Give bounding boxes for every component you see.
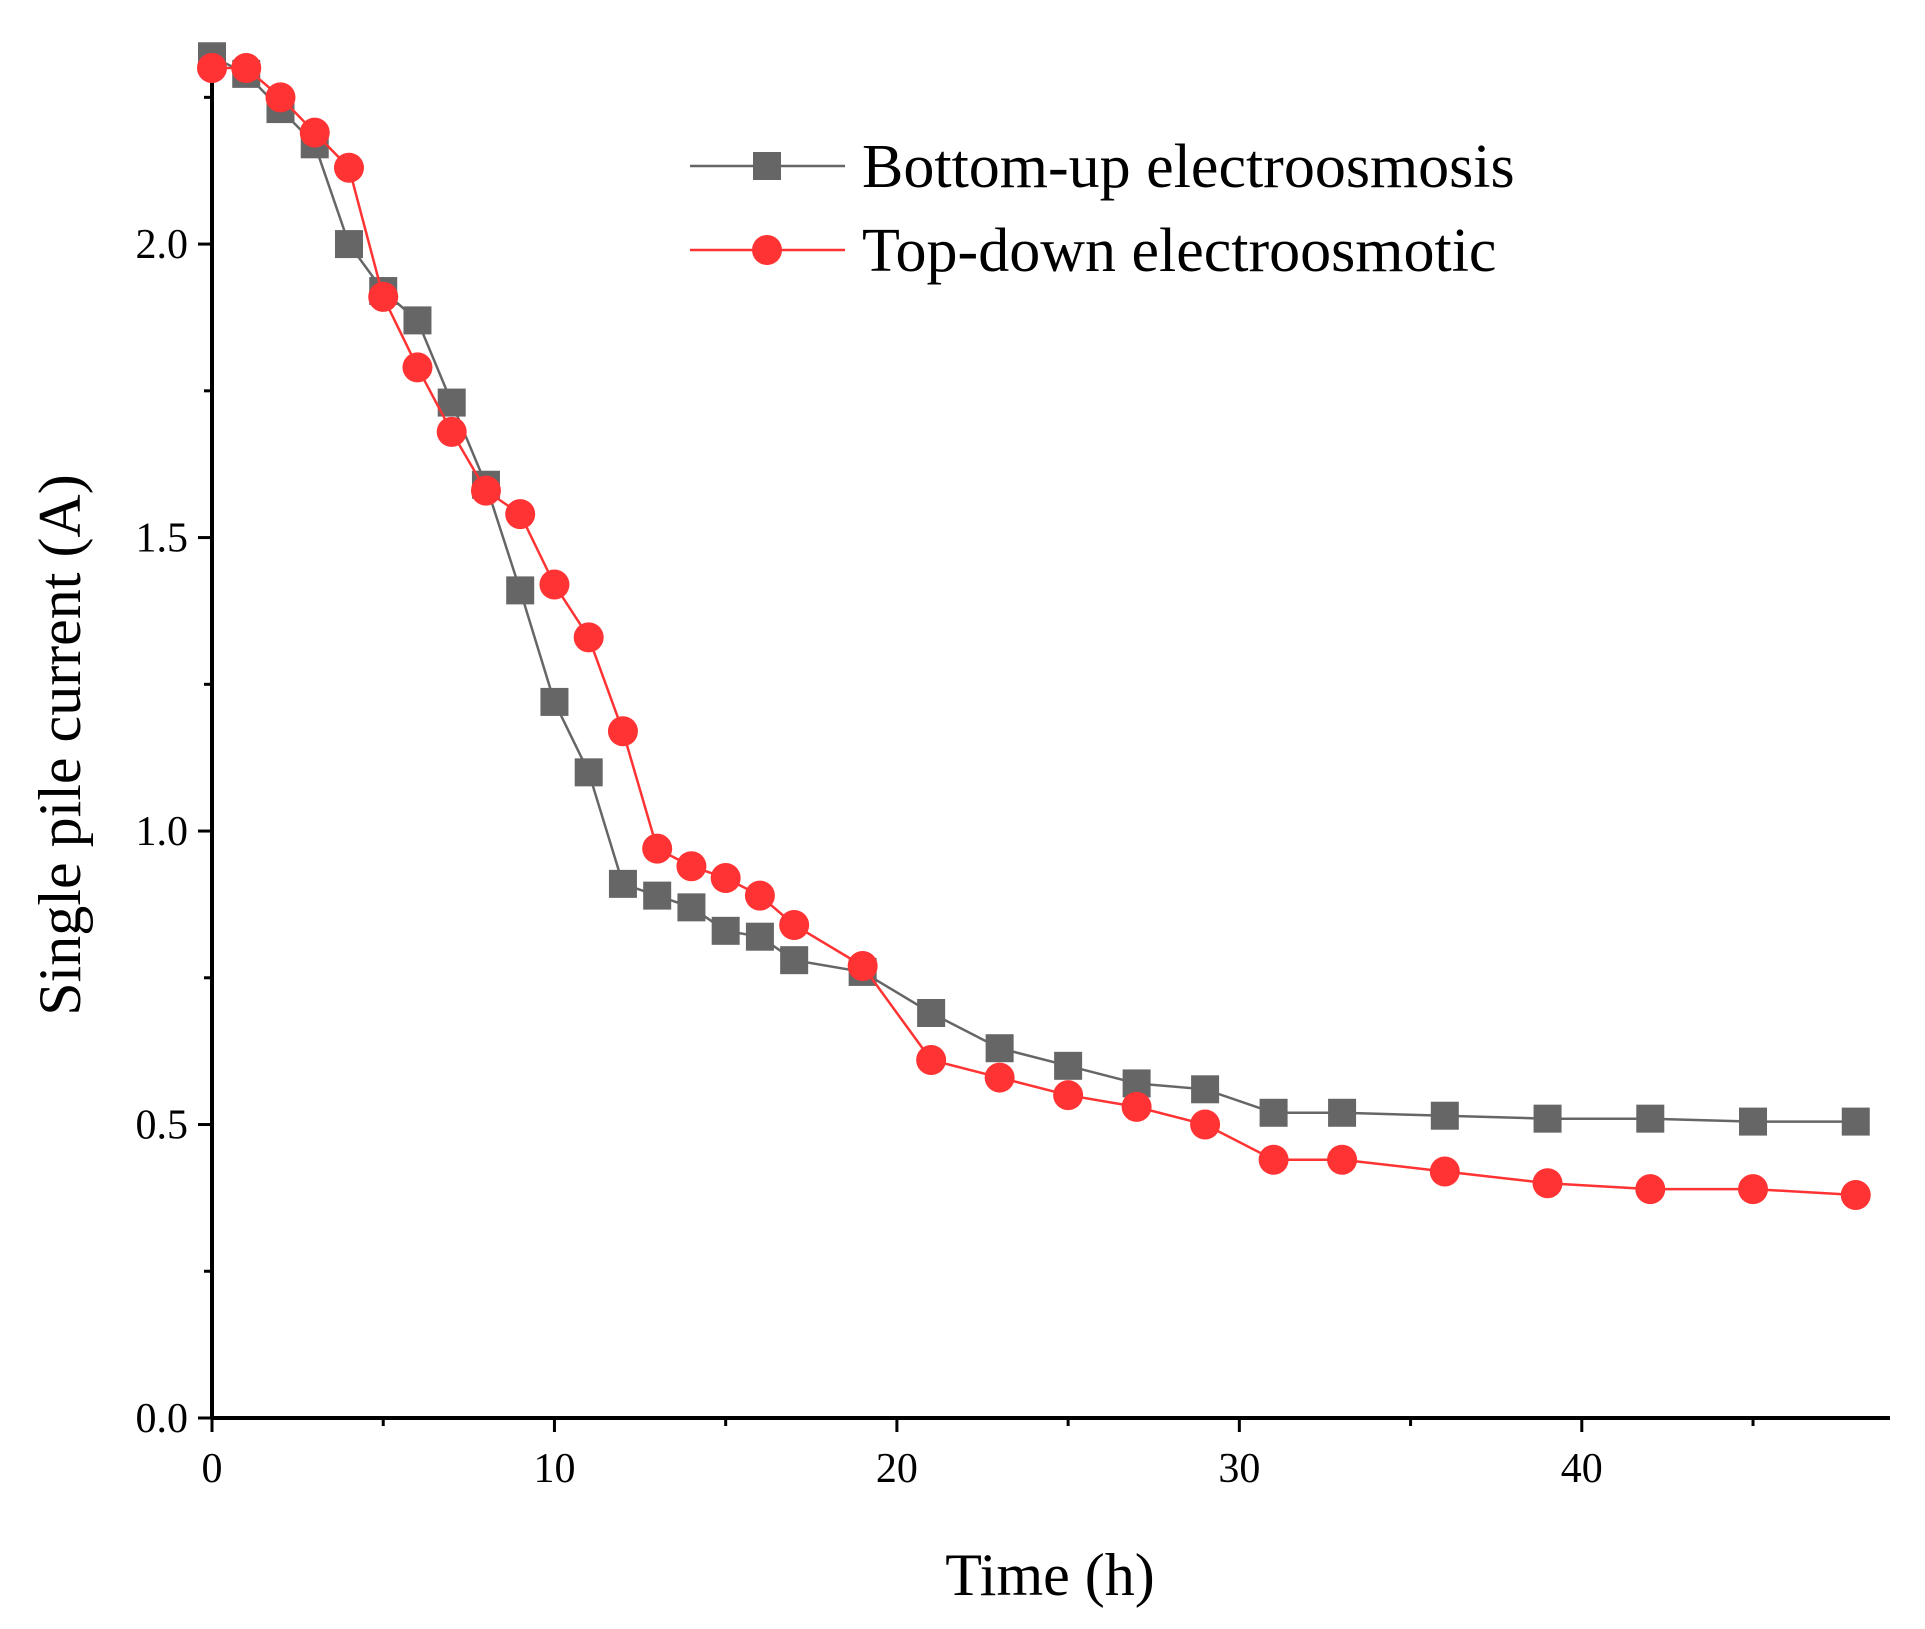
data-point [916,1045,946,1075]
data-point [1738,1174,1768,1204]
x-tick-label: 40 [1561,1446,1603,1492]
legend-marker [752,235,782,265]
data-point [746,923,774,951]
data-point [506,576,534,604]
data-point [677,893,705,921]
data-point [985,1063,1015,1093]
x-tick-label: 20 [876,1446,918,1492]
data-point [231,53,261,83]
data-point [574,622,604,652]
data-point [1327,1145,1357,1175]
data-point [1842,1108,1870,1136]
legend-label: Top-down electroosmotic [862,217,1496,285]
y-tick-label: 0.5 [136,1103,189,1149]
y-tick-label: 0.0 [136,1396,189,1442]
legend: Bottom-up electroosmosis Top-down electro… [690,133,1515,285]
data-point [335,230,363,258]
data-point [1739,1108,1767,1136]
data-point [197,53,227,83]
data-point [471,476,501,506]
data-point [676,851,706,881]
line-chart: 0.0 0.5 1.0 1.5 2.0 0 10 20 30 40 Bottom-up elect… [0,0,1925,1624]
legend-label: Bottom-up electroosmosis [862,133,1515,201]
data-point [848,951,878,981]
data-point [1431,1102,1459,1130]
data-point [265,82,295,112]
data-point [643,882,671,910]
data-point [300,118,330,148]
data-point [711,863,741,893]
x-axis-title: Time (h) [945,1542,1154,1608]
data-point [712,917,740,945]
data-point [539,570,569,600]
data-point [1259,1145,1289,1175]
data-point [1636,1105,1664,1133]
data-point [575,758,603,786]
data-point [1841,1180,1871,1210]
data-point [608,716,638,746]
y-tick-label: 1.0 [136,809,189,855]
x-tick-label: 0 [202,1446,223,1492]
y-axis-title: Single pile current (A) [27,474,93,1016]
legend-item: Bottom-up electroosmosis [690,133,1515,201]
data-point [779,910,809,940]
data-point [917,999,945,1027]
data-point [745,881,775,911]
legend-item: Top-down electroosmotic [690,217,1496,285]
data-point [1328,1099,1356,1127]
data-point [1190,1110,1220,1140]
data-point [986,1034,1014,1062]
y-tick-label: 2.0 [136,222,189,268]
data-point [437,417,467,447]
data-point [368,282,398,312]
data-point [403,306,431,334]
data-point [1534,1105,1562,1133]
data-point [1260,1099,1288,1127]
data-point [1054,1052,1082,1080]
legend-marker [753,152,781,180]
data-point [1053,1080,1083,1110]
y-tick-label: 1.5 [136,516,189,562]
x-tick-label: 10 [533,1446,575,1492]
x-tick-label: 30 [1218,1446,1260,1492]
data-point [1533,1168,1563,1198]
data-point [540,688,568,716]
chart-container: 0.0 0.5 1.0 1.5 2.0 0 10 20 30 40 Bottom-up elect… [0,0,1925,1624]
data-point [334,153,364,183]
data-point [505,499,535,529]
data-point [609,870,637,898]
data-point [1191,1075,1219,1103]
data-point [1430,1156,1460,1186]
data-point [642,834,672,864]
data-point [780,946,808,974]
series-bottom-up [198,42,1870,1135]
data-point [402,352,432,382]
data-point [1122,1092,1152,1122]
data-point [1635,1174,1665,1204]
